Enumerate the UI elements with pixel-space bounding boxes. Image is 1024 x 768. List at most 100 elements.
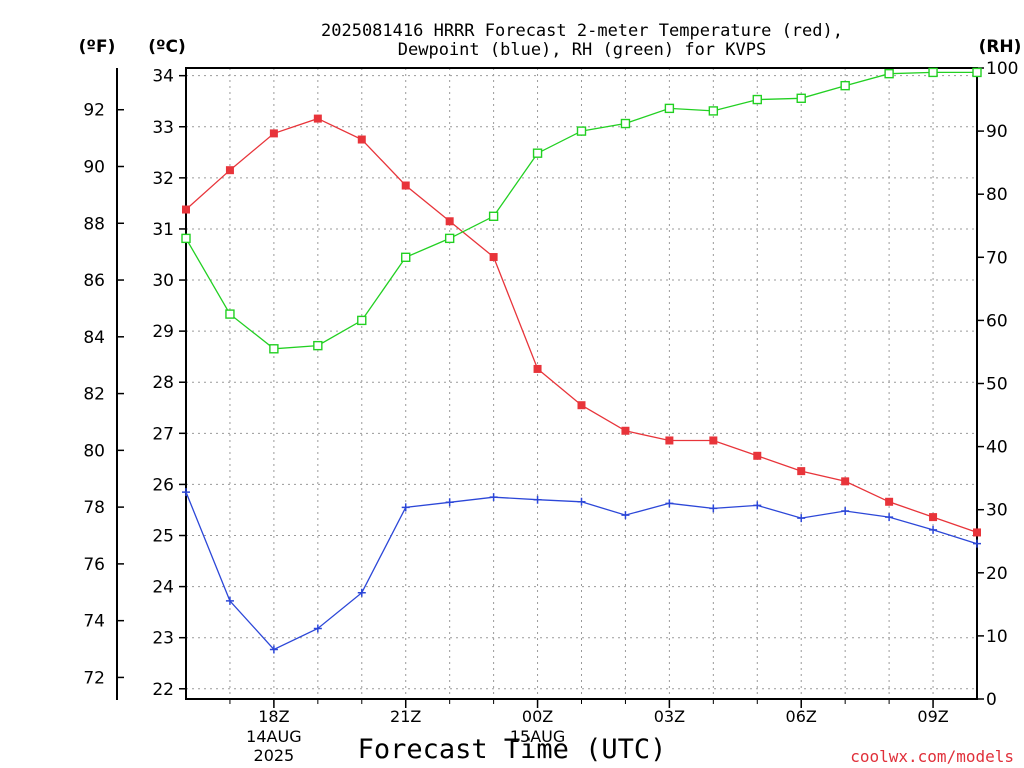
- fahrenheit-tick-label: 78: [83, 498, 105, 518]
- data-series: [181, 67, 982, 654]
- celsius-tick-label: 33: [152, 118, 174, 138]
- celsius-tick-label: 30: [152, 271, 174, 291]
- dewpoint-line: [185, 491, 978, 651]
- temperature-point: [577, 401, 586, 410]
- x-tick-label: 09Z: [917, 707, 948, 726]
- temperature-point: [533, 364, 542, 373]
- dewpoint-point: [885, 513, 894, 522]
- x-tick-label: 06Z: [786, 707, 817, 726]
- fahrenheit-axis-unit: (ºF): [79, 37, 116, 57]
- dewpoint-point: [753, 501, 762, 510]
- dewpoint-point: [401, 503, 410, 512]
- dewpoint-point: [357, 588, 366, 597]
- dewpoint-point: [489, 493, 498, 502]
- rh-point: [796, 93, 806, 103]
- dewpoint-point: [313, 624, 322, 633]
- rh-tick-label: 50: [986, 375, 1008, 395]
- rh-line: [185, 71, 977, 350]
- rh-point: [840, 80, 850, 91]
- rh-point: [972, 67, 982, 78]
- rh-point: [444, 233, 455, 244]
- fahrenheit-tick-label: 84: [83, 328, 105, 348]
- celsius-tick-label: 24: [152, 578, 174, 598]
- axes: 22 23 24 25 26 27 28 29 30 31 32 33 34 72 74 76 78 80 82 84…: [83, 59, 1018, 765]
- rh-point: [928, 67, 938, 78]
- rh-tick-label: 0: [986, 690, 997, 710]
- rh-point: [708, 106, 719, 116]
- rh-point: [357, 315, 367, 326]
- dewpoint-point: [445, 498, 454, 507]
- temperature-point: [621, 426, 630, 435]
- x-tick-date: 14AUG: [246, 727, 301, 746]
- x-axis-title: Forecast Time (UTC): [358, 734, 667, 765]
- plot-frame: [185, 67, 978, 700]
- dewpoint-point: [797, 514, 806, 523]
- rh-point: [620, 118, 631, 129]
- temperature-point: [489, 253, 498, 262]
- rh-tick-label: 10: [986, 627, 1008, 647]
- fahrenheit-tick-label: 92: [83, 101, 105, 121]
- x-tick-label: 21Z: [390, 707, 421, 726]
- rh-tick-label: 60: [986, 311, 1008, 331]
- dewpoint-point: [665, 499, 674, 508]
- fahrenheit-tick-label: 90: [83, 157, 105, 177]
- temperature-point: [797, 467, 806, 476]
- temperature-point: [841, 477, 850, 486]
- celsius-tick-label: 26: [152, 475, 174, 495]
- rh-point: [181, 233, 191, 244]
- rh-point: [269, 344, 279, 354]
- fahrenheit-tick-label: 82: [83, 385, 105, 405]
- dewpoint-point: [973, 539, 981, 548]
- rh-tick-label: 40: [986, 438, 1008, 458]
- celsius-tick-label: 28: [152, 373, 174, 393]
- chart-title-line2: Dewpoint (blue), RH (green) for KVPS: [398, 40, 766, 60]
- rh-axis-unit: (RH): [979, 37, 1022, 57]
- celsius-tick-label: 34: [152, 67, 174, 87]
- x-tick-label: 18Z: [258, 707, 289, 726]
- temperature-point: [885, 497, 894, 506]
- temperature-point: [225, 166, 234, 175]
- temperature-point: [357, 135, 366, 144]
- fahrenheit-tick-label: 76: [83, 555, 105, 575]
- celsius-tick-label: 22: [152, 680, 174, 700]
- temperature-point: [445, 217, 454, 226]
- celsius-tick-label: 32: [152, 169, 174, 189]
- temperature-point: [753, 451, 762, 460]
- celsius-tick-label: 27: [152, 424, 174, 444]
- rh-point: [313, 340, 323, 351]
- rh-point: [401, 252, 411, 263]
- rh-tick-label: 70: [986, 248, 1008, 268]
- rh-point: [576, 126, 587, 136]
- dewpoint-point: [841, 506, 850, 515]
- grid: [186, 68, 977, 699]
- rh-point: [664, 103, 675, 114]
- celsius-tick-label: 25: [152, 527, 174, 547]
- rh-point: [225, 309, 235, 319]
- rh-tick-label: 90: [986, 122, 1008, 142]
- dewpoint-point: [577, 497, 586, 506]
- temperature-point: [313, 114, 322, 123]
- dewpoint-point: [182, 488, 190, 497]
- rh-point: [532, 148, 543, 158]
- dewpoint-point: [929, 525, 938, 534]
- temperature-point: [665, 436, 674, 445]
- temperature-point: [709, 436, 718, 445]
- rh-point: [488, 211, 499, 221]
- x-tick-label: 03Z: [654, 707, 685, 726]
- chart-title-line1: 2025081416 HRRR Forecast 2-meter Tempera…: [321, 21, 843, 41]
- temperature-point: [182, 205, 190, 214]
- rh-point: [884, 68, 894, 79]
- fahrenheit-tick-label: 72: [83, 668, 105, 688]
- fahrenheit-tick-label: 88: [83, 214, 105, 234]
- dewpoint-point: [533, 495, 542, 504]
- celsius-axis-unit: (ºC): [148, 37, 186, 57]
- x-tick-year: 2025: [254, 746, 295, 765]
- rh-tick-label: 20: [986, 564, 1008, 584]
- celsius-tick-label: 29: [152, 322, 174, 342]
- temperature-point: [269, 129, 278, 138]
- rh-tick-label: 100: [986, 59, 1018, 79]
- dewpoint-point: [269, 645, 278, 654]
- dewpoint-point: [621, 511, 630, 520]
- rh-tick-label: 80: [986, 185, 1008, 205]
